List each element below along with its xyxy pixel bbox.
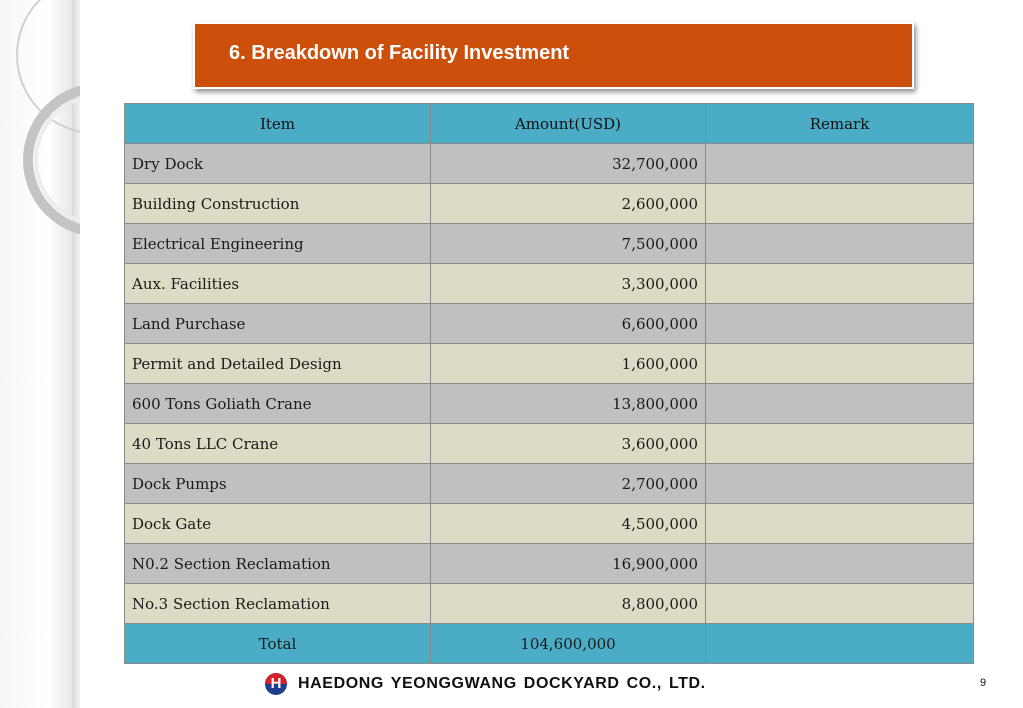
amount-cell: 2,700,000 xyxy=(430,463,706,504)
amount-cell: 13,800,000 xyxy=(430,383,706,424)
item-cell: Dock Gate xyxy=(124,503,431,544)
company-name: HAEDONG YEONGGWANG DOCKYARD CO., LTD. xyxy=(298,675,706,692)
remark-cell xyxy=(705,423,974,464)
remark-cell xyxy=(705,543,974,584)
remark-cell xyxy=(705,223,974,264)
remark-cell xyxy=(705,503,974,544)
item-cell: Permit and Detailed Design xyxy=(124,343,431,384)
item-cell: No.3 Section Reclamation xyxy=(124,583,431,624)
table-row: No.3 Section Reclamation 8,800,000 xyxy=(124,583,974,624)
amount-cell: 2,600,000 xyxy=(430,183,706,224)
item-cell: Building Construction xyxy=(124,183,431,224)
header-item: Item xyxy=(124,103,431,144)
page-title: 6. Breakdown of Facility Investment xyxy=(229,42,570,64)
remark-cell xyxy=(705,463,974,504)
item-cell: Land Purchase xyxy=(124,303,431,344)
table-row: N0.2 Section Reclamation 16,900,000 xyxy=(124,543,974,584)
item-cell: Electrical Engineering xyxy=(124,223,431,264)
remark-cell xyxy=(705,183,974,224)
table-row: 40 Tons LLC Crane 3,600,000 xyxy=(124,423,974,464)
decorative-rings xyxy=(16,0,80,235)
remark-cell xyxy=(705,583,974,624)
amount-cell: 16,900,000 xyxy=(430,543,706,584)
item-cell: Aux. Facilities xyxy=(124,263,431,304)
table-row: Dry Dock 32,700,000 xyxy=(124,143,974,184)
remark-cell xyxy=(705,383,974,424)
amount-cell: 1,600,000 xyxy=(430,343,706,384)
item-cell: Dock Pumps xyxy=(124,463,431,504)
investment-table: Item Amount(USD) Remark Dry Dock 32,700,… xyxy=(124,103,974,664)
total-remark xyxy=(705,623,974,664)
total-row: Total 104,600,000 xyxy=(124,623,974,664)
total-label: Total xyxy=(124,623,431,664)
item-cell: Dry Dock xyxy=(124,143,431,184)
remark-cell xyxy=(705,343,974,384)
table-row: 600 Tons Goliath Crane 13,800,000 xyxy=(124,383,974,424)
header-remark: Remark xyxy=(705,103,974,144)
logo-letter: H xyxy=(270,675,282,692)
amount-cell: 4,500,000 xyxy=(430,503,706,544)
amount-cell: 32,700,000 xyxy=(430,143,706,184)
page-number: 9 xyxy=(980,677,987,689)
remark-cell xyxy=(705,143,974,184)
amount-cell: 3,600,000 xyxy=(430,423,706,464)
amount-cell: 8,800,000 xyxy=(430,583,706,624)
table-row: Aux. Facilities 3,300,000 xyxy=(124,263,974,304)
table-header-row: Item Amount(USD) Remark xyxy=(124,103,974,144)
left-band-shadow xyxy=(72,0,80,708)
amount-cell: 7,500,000 xyxy=(430,223,706,264)
title-banner: 6. Breakdown of Facility Investment xyxy=(193,22,914,89)
remark-cell xyxy=(705,303,974,344)
footer: H HAEDONG YEONGGWANG DOCKYARD CO., LTD. xyxy=(265,672,706,696)
table-row: Land Purchase 6,600,000 xyxy=(124,303,974,344)
header-amount: Amount(USD) xyxy=(430,103,706,144)
company-logo-icon: H xyxy=(265,673,287,695)
remark-cell xyxy=(705,263,974,304)
table-row: Dock Pumps 2,700,000 xyxy=(124,463,974,504)
item-cell: 600 Tons Goliath Crane xyxy=(124,383,431,424)
table-row: Dock Gate 4,500,000 xyxy=(124,503,974,544)
total-amount: 104,600,000 xyxy=(430,623,706,664)
amount-cell: 3,300,000 xyxy=(430,263,706,304)
amount-cell: 6,600,000 xyxy=(430,303,706,344)
table-row: Building Construction 2,600,000 xyxy=(124,183,974,224)
table-row: Permit and Detailed Design 1,600,000 xyxy=(124,343,974,384)
item-cell: N0.2 Section Reclamation xyxy=(124,543,431,584)
table-row: Electrical Engineering 7,500,000 xyxy=(124,223,974,264)
item-cell: 40 Tons LLC Crane xyxy=(124,423,431,464)
